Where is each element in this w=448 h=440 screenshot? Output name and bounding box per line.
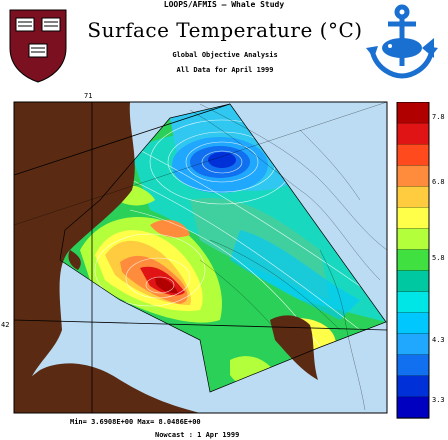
- colorbar-swatch: [396, 396, 430, 419]
- colorbar-swatch: [396, 207, 430, 230]
- colorbar-swatch: [396, 354, 430, 377]
- colorbar-swatch: [396, 333, 430, 356]
- colorbar-swatch: [396, 165, 430, 187]
- colorbar-swatch: [396, 249, 430, 272]
- colorbar-swatch: [396, 122, 430, 145]
- colorbar-swatch: [396, 375, 430, 398]
- colorbar-tick-5: 3.3: [432, 396, 445, 404]
- colorbar: [396, 102, 430, 419]
- longitude-label: 71: [84, 92, 93, 100]
- lat-gridline: [14, 319, 387, 331]
- anchor-fish-logo: [366, 4, 438, 79]
- harvard-shield-logo: [9, 9, 67, 83]
- min-max-stats: Min= 3.6908E+00 Max= 8.0486E+00: [70, 418, 201, 426]
- colorbar-swatch: [396, 270, 430, 293]
- colorbar-tick-3: 5.8: [432, 254, 445, 262]
- colorbar-swatch: [396, 312, 430, 335]
- map-title: Surface Temperature (°C): [87, 18, 363, 42]
- colorbar-tick-1: 7.8: [432, 113, 445, 121]
- latitude-label: 42: [1, 321, 10, 329]
- land-south: [14, 363, 200, 413]
- colorbar-swatch: [396, 228, 430, 251]
- land-cape: [270, 315, 318, 380]
- colorbar-swatch: [396, 143, 430, 166]
- colorbar-swatch: [396, 291, 430, 314]
- analysis-subtitle: Global Objective Analysis: [172, 51, 278, 59]
- map-frame: [13, 101, 388, 414]
- study-title: LOOPS/AFMIS – Whale Study: [163, 0, 285, 9]
- colorbar-swatch: [396, 186, 430, 208]
- colorbar-tick-2: 6.8: [432, 178, 445, 186]
- colorbar-swatch: [396, 102, 430, 124]
- nowcast-date: Nowcast : 1 Apr 1999: [155, 431, 240, 439]
- period-subtitle: All Data for April 1999: [176, 66, 274, 74]
- colorbar-tick-4: 4.3: [432, 336, 445, 344]
- land-mainland: [14, 102, 135, 390]
